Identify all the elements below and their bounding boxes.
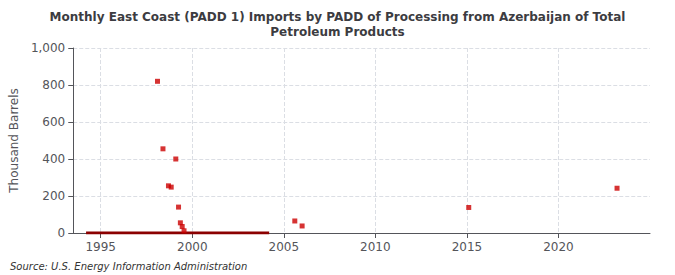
svg-text:1995: 1995 [85,240,116,254]
svg-text:0: 0 [58,226,66,240]
svg-text:2000: 2000 [177,240,208,254]
svg-text:Monthly East Coast (PADD 1) Im: Monthly East Coast (PADD 1) Imports by P… [50,10,626,24]
svg-text:2005: 2005 [269,240,300,254]
svg-text:600: 600 [42,115,65,129]
svg-text:2010: 2010 [360,240,391,254]
svg-text:Source: U.S. Energy Informatio: Source: U.S. Energy Information Administ… [10,261,247,272]
svg-text:2015: 2015 [452,240,483,254]
svg-text:200: 200 [42,189,65,203]
svg-text:Thousand Barrels: Thousand Barrels [7,88,21,193]
svg-text:800: 800 [42,78,65,92]
svg-text:400: 400 [42,152,65,166]
svg-text:1,000: 1,000 [31,41,65,55]
svg-text:2020: 2020 [543,240,574,254]
svg-text:Petroleum Products: Petroleum Products [270,25,404,39]
